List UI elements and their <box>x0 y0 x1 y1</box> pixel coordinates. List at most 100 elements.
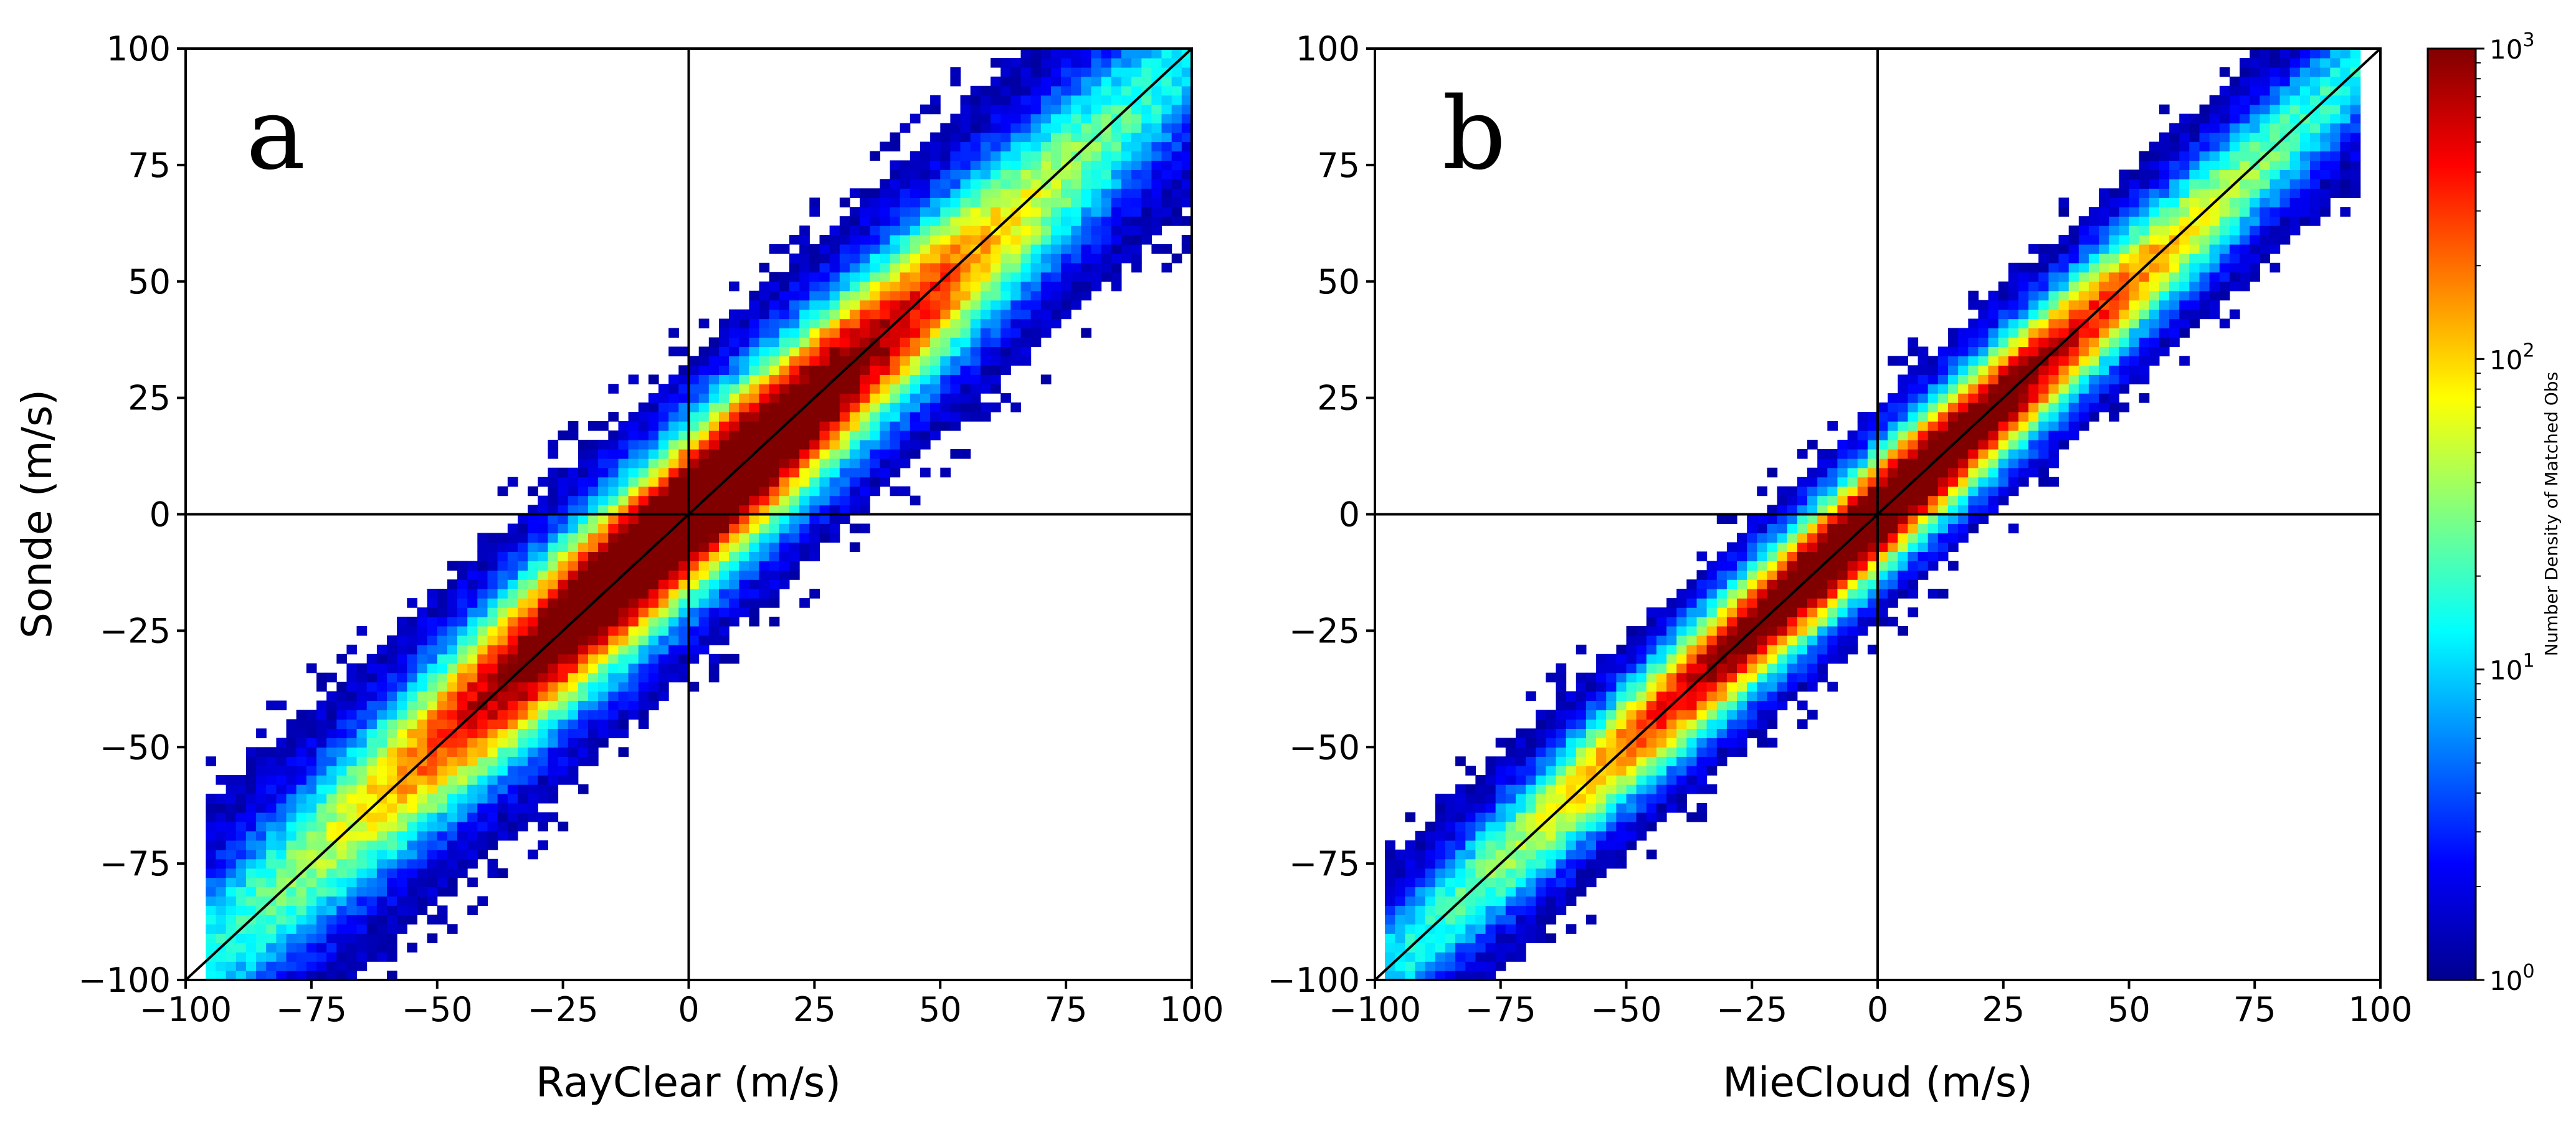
density-cell <box>336 691 347 701</box>
density-cell <box>1465 803 1476 813</box>
density-cell <box>467 672 478 683</box>
density-cell <box>1767 644 1778 655</box>
density-cell <box>1141 132 1152 143</box>
density-cell <box>407 877 417 888</box>
density-cell <box>1445 840 1456 850</box>
density-cell <box>1576 812 1587 822</box>
density-cell <box>729 365 739 375</box>
density-cell <box>1737 616 1747 627</box>
density-cell <box>1918 430 1929 440</box>
density-cell <box>1111 160 1122 170</box>
density-cell <box>548 542 559 552</box>
density-cell <box>930 384 941 394</box>
density-cell <box>1817 486 1828 497</box>
density-cell <box>1081 328 1091 338</box>
density-cell <box>216 887 227 897</box>
density-cell <box>628 542 639 552</box>
density-cell <box>1937 412 1949 422</box>
density-cell <box>1101 207 1112 217</box>
density-cell <box>849 272 860 282</box>
density-cell <box>387 858 397 869</box>
density-cell <box>1576 691 1587 701</box>
density-cell <box>1061 207 1072 217</box>
density-cell <box>306 747 317 757</box>
density-cell <box>1908 514 1919 525</box>
density-cell <box>638 430 649 440</box>
density-cell <box>960 262 971 273</box>
density-cell <box>1787 495 1798 506</box>
density-cell <box>779 272 790 282</box>
density-cell <box>1475 812 1486 822</box>
density-cell <box>1010 346 1021 356</box>
density-cell <box>1918 421 1929 431</box>
density-cell <box>1676 775 1687 785</box>
density-cell <box>245 933 257 943</box>
density-cell <box>1050 253 1062 264</box>
density-cell <box>809 486 820 497</box>
density-cell <box>1646 663 1657 673</box>
density-cell <box>708 467 720 478</box>
density-cell <box>235 840 247 850</box>
density-cell <box>1998 421 2009 431</box>
density-cell <box>387 654 397 664</box>
density-cell <box>849 430 860 440</box>
density-cell <box>477 663 488 673</box>
density-cell <box>447 700 458 711</box>
density-cell <box>376 775 387 785</box>
density-cell <box>427 625 438 636</box>
density-cell <box>447 821 458 832</box>
density-cell <box>1616 784 1627 794</box>
density-cell <box>2099 337 2109 348</box>
density-cell <box>487 542 498 552</box>
density-cell <box>457 794 468 804</box>
density-cell <box>678 365 689 375</box>
density-cell <box>467 719 478 729</box>
density-cell <box>477 551 488 561</box>
density-cell <box>457 830 468 841</box>
density-cell <box>1908 467 1919 478</box>
density-cell <box>1596 700 1607 711</box>
density-cell <box>769 570 780 580</box>
density-cell <box>1747 654 1757 664</box>
density-cell <box>1757 738 1767 748</box>
density-cell <box>1937 365 1949 375</box>
density-cell <box>1847 542 1858 552</box>
density-cell <box>759 290 770 301</box>
density-cell <box>960 216 971 226</box>
density-cell <box>276 952 287 962</box>
density-cell <box>698 393 710 403</box>
density-cell <box>920 300 931 310</box>
density-cell <box>708 561 720 571</box>
density-cell <box>1566 728 1577 738</box>
density-cell <box>417 700 428 711</box>
density-cell <box>417 654 428 664</box>
density-cell <box>1918 439 1929 450</box>
density-cell <box>1757 672 1767 683</box>
density-cell <box>588 663 599 673</box>
density-cell <box>1747 589 1757 599</box>
density-cell <box>1576 728 1587 738</box>
density-cell <box>598 700 609 711</box>
density-cell <box>226 868 237 878</box>
density-cell <box>598 663 609 673</box>
density-cell <box>507 682 518 692</box>
density-cell <box>1435 924 1446 934</box>
density-cell <box>326 784 337 794</box>
density-cell <box>789 402 800 412</box>
density-cell <box>1908 384 1919 394</box>
density-cell <box>658 644 669 655</box>
density-cell <box>2119 244 2130 254</box>
density-cell <box>1081 85 1091 96</box>
density-cell <box>1000 309 1011 320</box>
density-cell <box>326 830 337 841</box>
density-cell <box>890 486 901 497</box>
density-cell <box>1857 477 1868 487</box>
density-cell <box>950 207 961 217</box>
density-cell <box>2038 290 2049 301</box>
density-cell <box>759 374 770 384</box>
density-cell <box>839 300 850 310</box>
density-cell <box>809 542 820 552</box>
density-cell <box>1516 905 1526 915</box>
density-cell <box>890 402 901 412</box>
density-cell <box>779 477 790 487</box>
